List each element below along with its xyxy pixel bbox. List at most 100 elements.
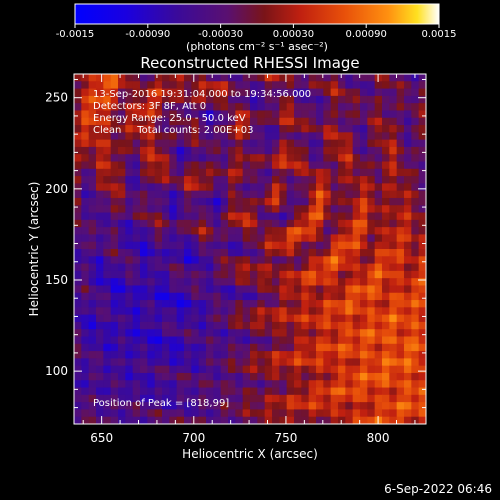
heatmap-pixel	[198, 394, 207, 403]
heatmap-pixel	[140, 416, 148, 424]
heatmap-pixel	[88, 329, 97, 338]
heatmap-pixel	[213, 146, 222, 155]
heatmap-pixel	[389, 314, 398, 323]
heatmap-pixel	[345, 394, 354, 403]
heatmap-pixel	[96, 387, 104, 396]
heatmap-pixel	[213, 205, 222, 214]
heatmap-pixel	[88, 117, 97, 126]
heatmap-pixel	[198, 88, 207, 97]
heatmap-pixel	[125, 234, 134, 243]
heatmap-pixel	[110, 307, 119, 316]
heatmap-pixel	[118, 365, 126, 374]
heatmap-pixel	[264, 161, 273, 170]
heatmap-pixel	[352, 416, 361, 424]
heatmap-pixel	[242, 88, 251, 97]
heatmap-pixel	[301, 351, 310, 359]
heatmap-pixel	[74, 74, 82, 82]
heatmap-pixel	[345, 409, 354, 418]
annotation-time-range: 13-Sep-2016 19:31:04.000 to 19:34:56.000	[93, 89, 311, 100]
heatmap-pixel	[316, 81, 324, 90]
heatmap-pixel	[286, 183, 295, 192]
heatmap-pixel	[323, 139, 332, 148]
heatmap-pixel	[169, 336, 178, 345]
heatmap-pixel	[184, 300, 192, 308]
heatmap-pixel	[404, 125, 412, 133]
heatmap-pixel	[81, 190, 90, 199]
heatmap-pixel	[242, 219, 251, 228]
heatmap-pixel	[154, 314, 163, 323]
heatmap-pixel	[132, 190, 141, 199]
heatmap-pixel	[338, 336, 346, 345]
heatmap-pixel	[184, 125, 192, 133]
heatmap-pixel	[213, 168, 222, 177]
heatmap-pixel	[176, 161, 185, 170]
heatmap-pixel	[228, 227, 236, 236]
heatmap-pixel	[272, 81, 280, 90]
heatmap-pixel	[411, 278, 420, 287]
heatmap-pixel	[264, 205, 273, 214]
heatmap-pixel	[279, 249, 288, 257]
heatmap-pixel	[162, 256, 170, 265]
heatmap-pixel	[118, 416, 126, 424]
footer-timestamp: 6-Sep-2022 06:46	[384, 482, 492, 496]
heatmap-pixel	[125, 256, 134, 265]
heatmap-pixel	[389, 205, 398, 214]
heatmap-pixel	[360, 139, 368, 148]
heatmap-pixel	[418, 351, 426, 359]
heatmap-pixel	[382, 219, 390, 228]
heatmap-pixel	[162, 81, 170, 90]
heatmap-pixel	[374, 278, 383, 287]
heatmap-pixel	[286, 227, 295, 236]
heatmap-pixel	[88, 81, 97, 90]
heatmap-pixel	[206, 256, 214, 265]
heatmap-pixel	[162, 183, 170, 192]
heatmap-pixel	[389, 278, 398, 287]
heatmap-pixel	[382, 183, 390, 192]
heatmap-pixel	[103, 321, 112, 330]
heatmap-pixel	[220, 372, 229, 381]
heatmap-pixel	[389, 219, 398, 228]
heatmap-pixel	[140, 219, 148, 228]
heatmap-pixel	[323, 285, 332, 294]
heatmap-pixel	[110, 372, 119, 381]
heatmap-pixel	[191, 409, 200, 418]
heatmap-pixel	[345, 278, 354, 287]
heatmap-pixel	[235, 365, 244, 374]
heatmap-pixel	[404, 300, 412, 308]
heatmap-pixel	[213, 387, 222, 396]
heatmap-pixel	[286, 351, 295, 359]
heatmap-pixel	[147, 314, 156, 323]
heatmap-pixel	[96, 161, 104, 170]
heatmap-pixel	[147, 110, 156, 119]
heatmap-pixel	[396, 74, 405, 82]
heatmap-pixel	[213, 372, 222, 381]
heatmap-pixel	[264, 146, 273, 155]
heatmap-pixel	[88, 74, 97, 82]
heatmap-pixel	[96, 300, 104, 308]
heatmap-pixel	[206, 154, 214, 163]
heatmap-pixel	[88, 300, 97, 308]
heatmap-pixel	[418, 95, 426, 104]
heatmap-pixel	[242, 394, 251, 403]
heatmap-pixel	[404, 117, 412, 126]
heatmap-pixel	[382, 249, 390, 257]
heatmap-pixel	[198, 132, 207, 141]
heatmap-pixel	[301, 402, 310, 411]
heatmap-pixel	[250, 321, 258, 330]
heatmap-pixel	[338, 314, 346, 323]
heatmap-pixel	[338, 263, 346, 272]
heatmap-pixel	[360, 95, 368, 104]
heatmap-pixel	[176, 227, 185, 236]
heatmap-pixel	[118, 139, 126, 148]
heatmap-pixel	[88, 314, 97, 323]
heatmap-pixel	[352, 190, 361, 199]
heatmap-pixel	[360, 146, 368, 155]
heatmap-pixel	[323, 103, 332, 112]
heatmap-pixel	[360, 161, 368, 170]
heatmap-pixel	[308, 197, 317, 206]
heatmap-pixel	[147, 219, 156, 228]
heatmap-pixel	[147, 154, 156, 163]
heatmap-pixel	[220, 416, 229, 424]
heatmap-pixel	[250, 292, 258, 301]
heatmap-pixel	[140, 336, 148, 345]
